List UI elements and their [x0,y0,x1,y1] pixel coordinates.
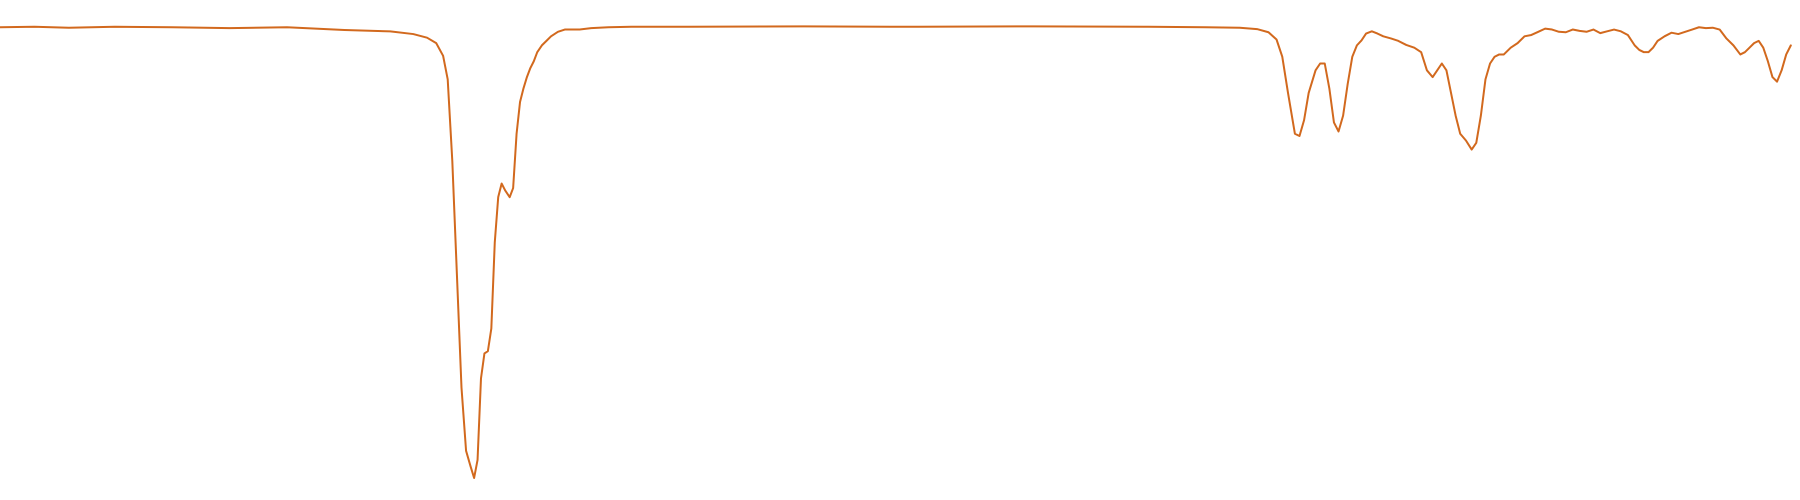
series-line-0 [0,25,1792,479]
series-layer [0,25,1792,479]
